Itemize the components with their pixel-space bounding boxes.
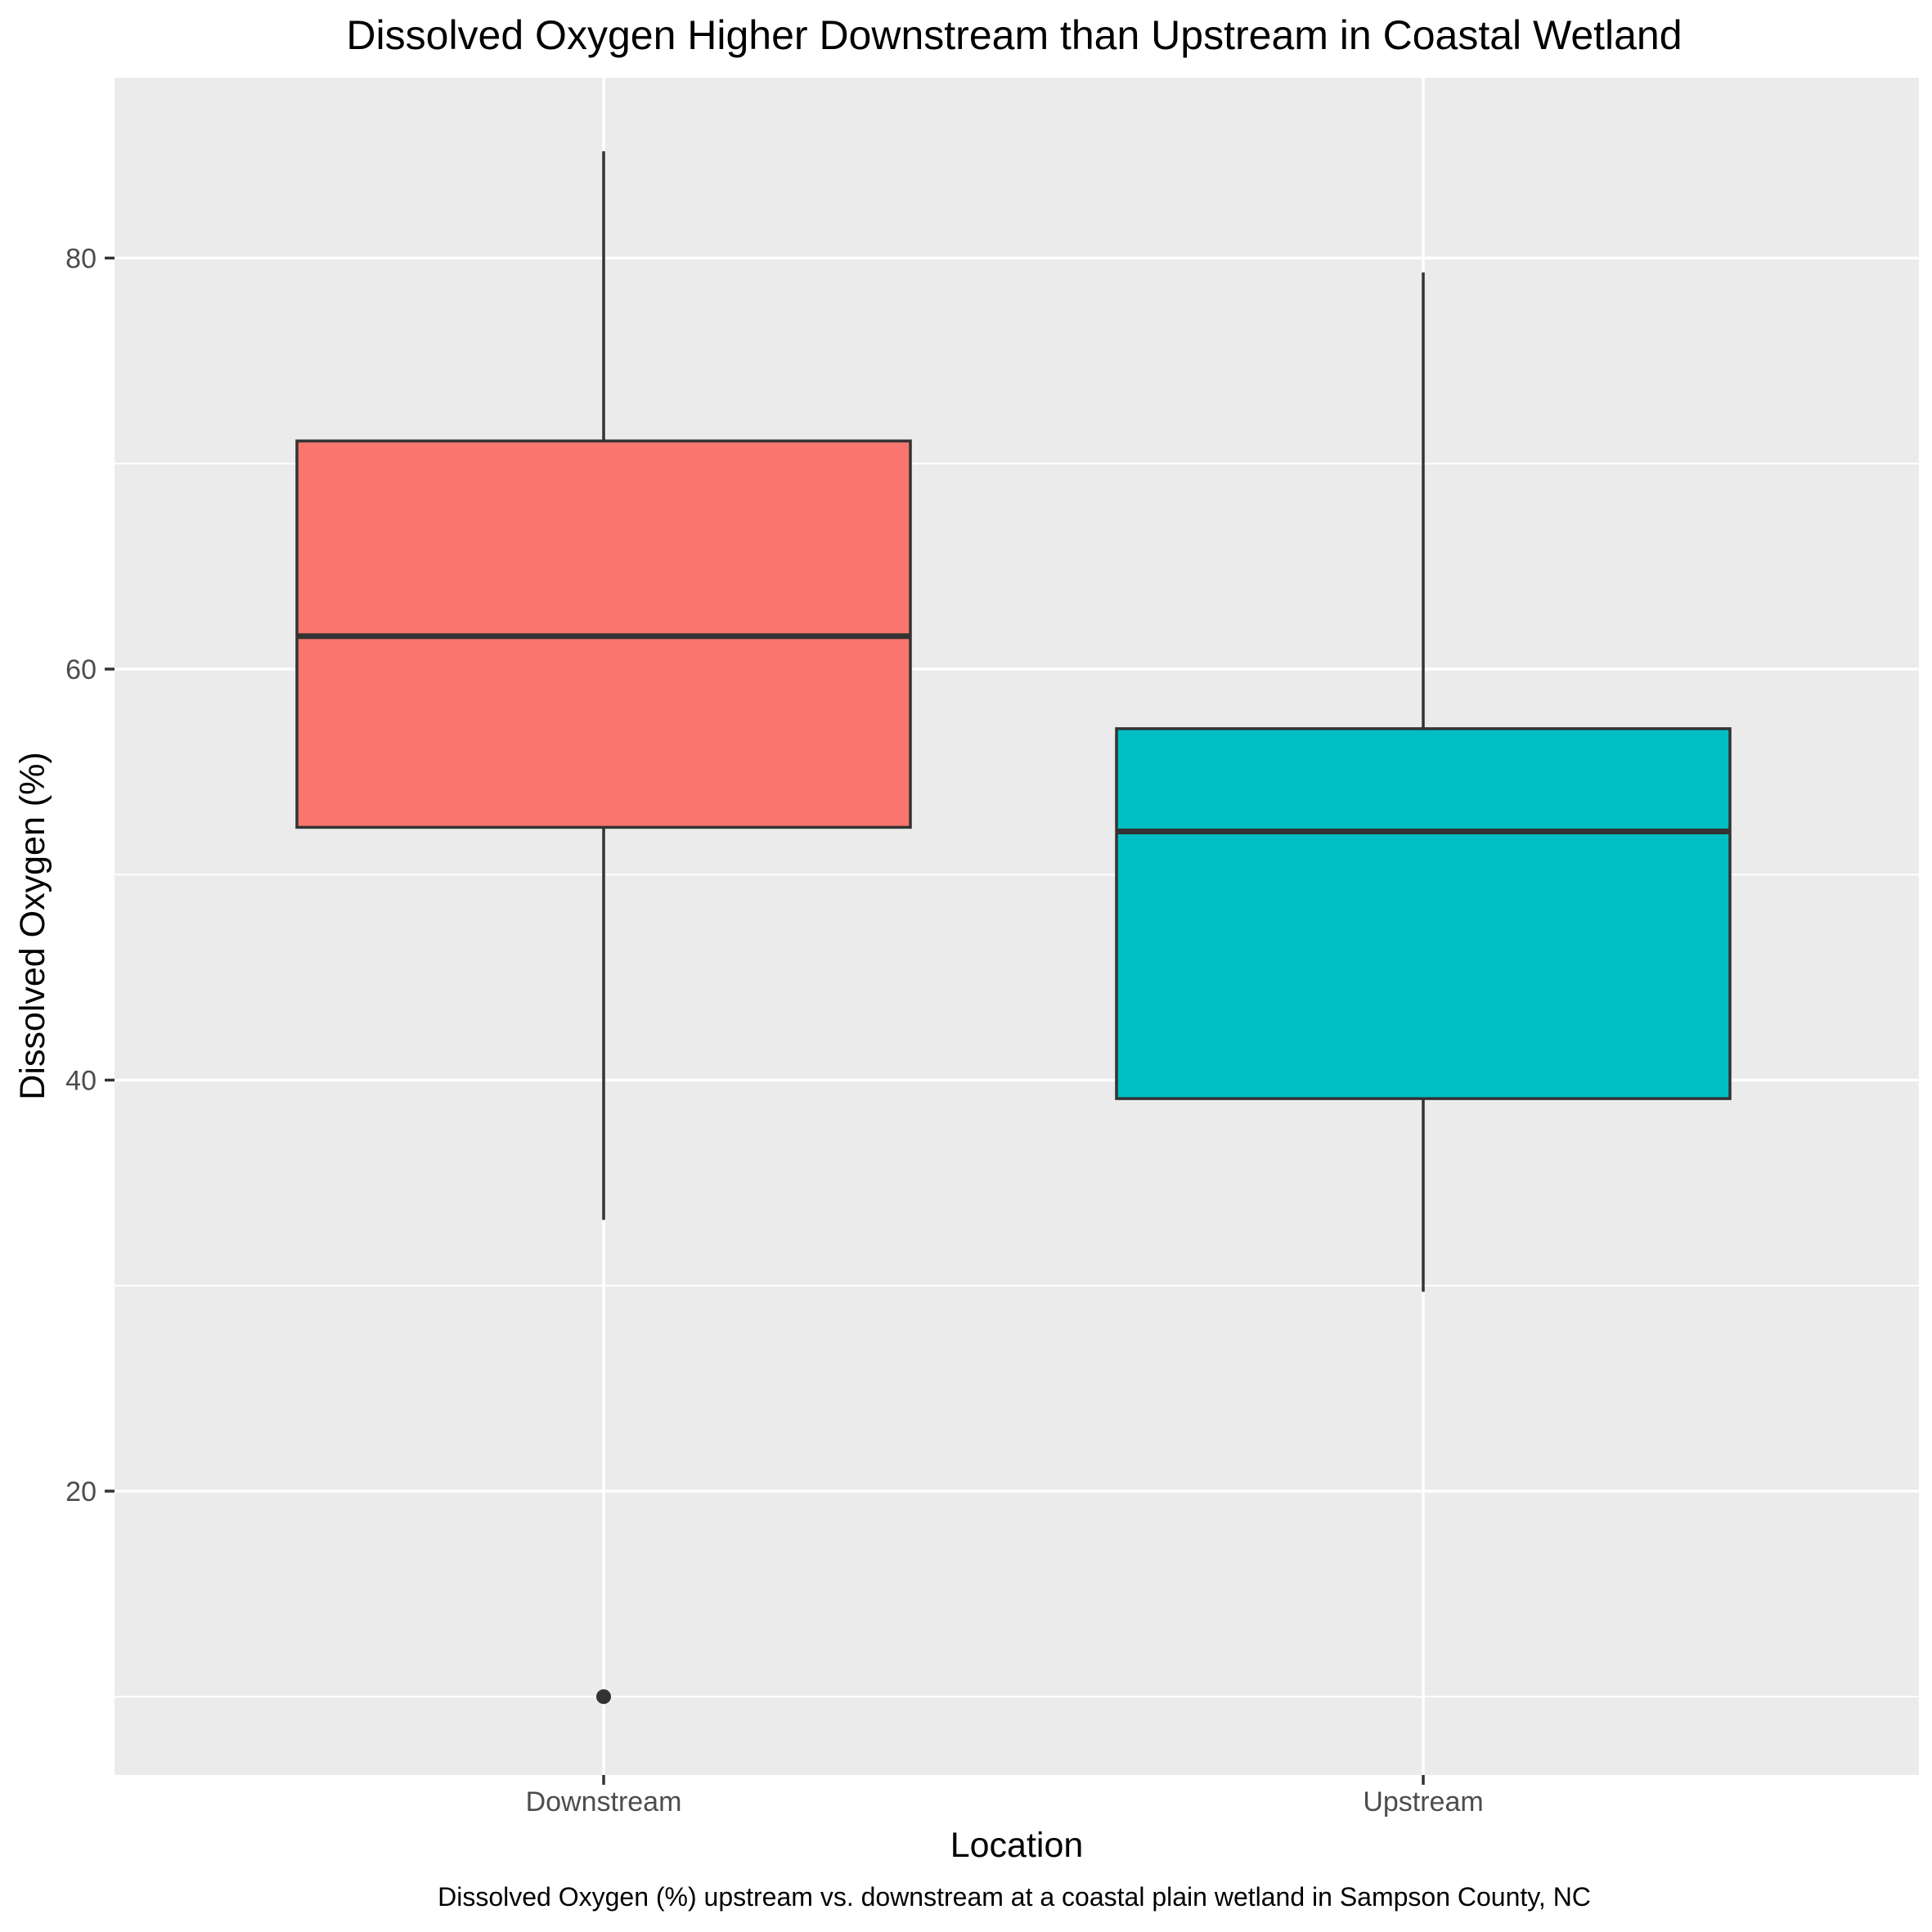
- iqr-box: [1115, 727, 1732, 1100]
- y-tick-label: 60: [65, 654, 97, 685]
- x-tick-label: Upstream: [1363, 1786, 1483, 1817]
- chart-title: Dissolved Oxygen Higher Downstream than …: [346, 12, 1682, 58]
- y-tick-label: 20: [65, 1476, 97, 1507]
- caption: Dissolved Oxygen (%) upstream vs. downst…: [438, 1882, 1591, 1912]
- y-axis-title: Dissolved Oxygen (%): [13, 752, 52, 1099]
- box-downstream: [295, 151, 912, 1705]
- outlier-point: [596, 1689, 611, 1705]
- y-tick-label: 40: [65, 1066, 97, 1097]
- y-tick-label: 80: [65, 244, 97, 275]
- y-axis: 20 40 60 80: [65, 244, 115, 1507]
- x-axis-title: Location: [950, 1826, 1084, 1865]
- x-axis: Downstream Upstream: [526, 1775, 1484, 1817]
- x-tick-label: Downstream: [526, 1786, 682, 1817]
- box-upstream: [1115, 272, 1732, 1292]
- boxes: [295, 151, 1732, 1705]
